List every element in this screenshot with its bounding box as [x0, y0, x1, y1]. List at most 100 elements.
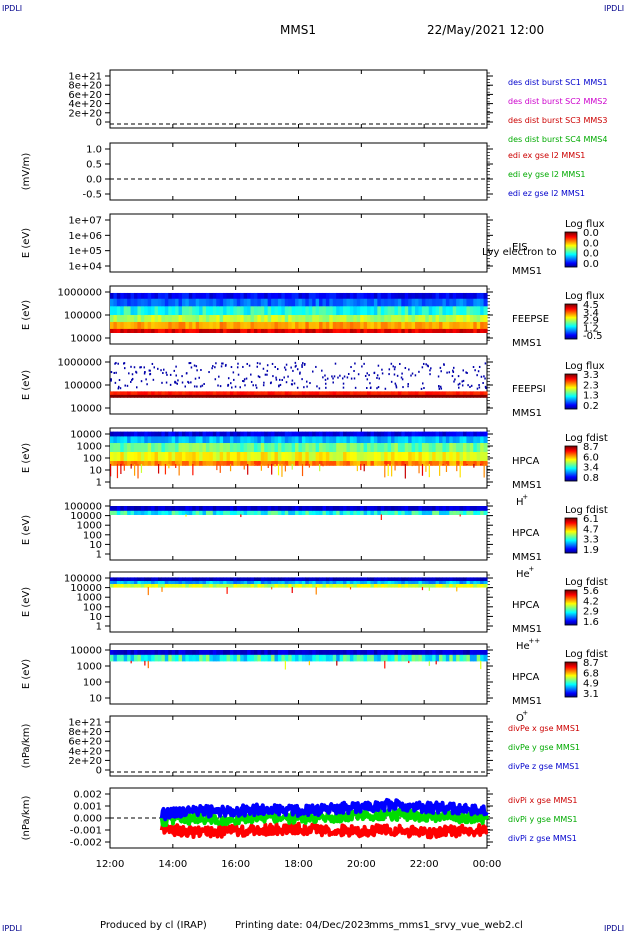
panel-feepse-spectrogram-cell	[195, 321, 200, 330]
panel-hpca_o-spectrogram-cell	[181, 650, 186, 656]
panel-hpca_he-spectrogram-cell	[199, 506, 204, 512]
panel-hpca_h-spectrogram-cell	[178, 431, 183, 437]
panel-feepsi-spectrogram-cell	[271, 394, 276, 398]
panel-feepse-spectrogram-cell	[370, 328, 375, 333]
panel-feepse-spectrogram-cell	[161, 298, 166, 307]
panel-hpca_he-spectrogram-cell	[387, 506, 392, 512]
panel-hpca_he-spectrogram-cell	[428, 506, 433, 512]
panel-hpca_h-spectrogram-cell	[168, 452, 173, 462]
panel-feepse-spectrogram-cell	[229, 321, 234, 330]
panel-feepse-spectrogram-cell	[394, 298, 399, 307]
panel-feepsi-spectrogram-cell	[144, 391, 149, 396]
panel-feepsi-spectrogram-cell	[212, 391, 217, 396]
panel-feepsi-spectrogram-cell	[171, 394, 176, 398]
panel-hpca_o-spectrogram-cell	[336, 654, 341, 662]
panel-hpca_h-spectrogram-cell	[113, 461, 118, 466]
panel-hpca_hepp-spectrogram-cell	[274, 581, 279, 585]
panel-feepse-spectrogram-cell	[476, 328, 481, 333]
panel-hpca_h-spectrogram-cell	[216, 461, 221, 466]
panel-hpca_hepp-spectrogram-cell	[202, 577, 207, 582]
panel-hpca_he-spectrogram-cell	[164, 510, 169, 515]
panel-hpca_h-spectrogram-cell	[157, 436, 163, 444]
panel-feepsi-speckle	[376, 387, 378, 390]
panel-feepse-spectrogram-cell	[223, 306, 228, 316]
panel-hpca_h-spectrogram-cell	[110, 461, 115, 466]
panel-hpca_h-spectrogram-cell	[226, 461, 231, 466]
panel-feepse-spectrogram-cell	[391, 292, 396, 300]
panel-feepsi-spectrogram-cell	[418, 391, 423, 396]
panel-hpca_hepp-spectrogram-cell	[339, 584, 344, 588]
panel-feepse-spectrogram-cell	[480, 315, 485, 323]
panel-feepse-spectrogram-cell	[192, 321, 197, 330]
panel-hpca_hepp-spectrogram-cell	[137, 581, 142, 585]
panel-feepse-spectrogram-cell	[147, 298, 152, 307]
panel-feepsi-spectrogram-cell	[415, 391, 420, 396]
panel-feepse-spectrogram-cell	[202, 306, 207, 316]
panel-hpca_hepp-spectrogram-cell	[435, 584, 440, 588]
panel-hpca_he-spectrogram-cell	[281, 510, 286, 515]
panel-hpca_h-spectrogram-cell	[240, 443, 245, 453]
panel-eis-colorbar-band	[565, 252, 577, 254]
panel-hpca_o-spectrogram-cell	[360, 650, 365, 656]
panel-feepsi-speckle	[222, 362, 224, 365]
panel-hpca_h-spectrogram-cell	[301, 461, 306, 466]
panel-feepsi-ytick-label: 1000000	[57, 358, 102, 369]
panel-hpca_h-spectrogram-cell	[312, 436, 317, 444]
panel-feepsi-speckle	[231, 386, 233, 389]
panel-feepsi-colorbar-band	[565, 392, 577, 394]
panel-hpca_hepp-spectrogram-cell	[305, 581, 310, 585]
panel-hpca_h-spectrogram-cell	[404, 443, 409, 453]
panel-feepse-spectrogram-cell	[370, 321, 375, 330]
panel-hpca_h-spectrogram-cell	[377, 431, 382, 437]
panel-feepse-spectrogram-cell	[164, 306, 169, 316]
panel-feepse-spectrogram-cell	[288, 321, 293, 330]
panel-hpca_h-spectrogram-cell	[192, 436, 197, 444]
panel-hpca_h-spectrogram-cell	[209, 436, 214, 444]
panel-hpca_h-colorbar-band	[565, 467, 577, 469]
panel-hpca_h-spectrogram-cell	[236, 431, 241, 437]
panel-feepsi-spectrogram-cell	[449, 391, 454, 396]
panel-hpca_h-spectrogram-cell	[277, 436, 282, 444]
panel-feepsi-colorbar-band	[565, 385, 577, 387]
panel-feepsi-speckle	[278, 385, 280, 388]
panel-hpca_o-colorbar-band	[565, 666, 577, 668]
panel-hpca_hepp-colorbar-band	[565, 609, 577, 611]
panel-hpca_hepp-spectrogram-cell	[322, 577, 327, 582]
panel-feepsi-colorbar-band	[565, 406, 577, 408]
panel-hpca_h-spectrogram-cell	[219, 452, 224, 462]
panel-feepsi-spectrogram-cell	[319, 394, 324, 398]
panel-feepse-spectrogram-cell	[425, 306, 430, 316]
panel-hpca_h-spectrogram-cell	[473, 443, 478, 453]
panel-feepsi-speckle	[110, 379, 112, 382]
panel-feepse-spectrogram-cell	[346, 328, 351, 333]
panel-hpca_hepp-drip	[147, 587, 149, 596]
panel-hpca_h-spectrogram-cell	[459, 436, 464, 444]
panel-feepsi-speckle	[401, 378, 404, 381]
panel-divpi-ytick-label: -0.002	[70, 838, 102, 849]
panel-hpca_h-spectrogram-cell	[164, 461, 169, 466]
panel-feepse-spectrogram-cell	[178, 298, 183, 307]
panel-feepsi-speckle	[256, 362, 259, 365]
panel-hpca_o-spectrogram-cell	[250, 650, 255, 656]
panel-hpca_h-spectrogram-cell	[209, 443, 214, 453]
panel-hpca_h-spectrogram-cell	[226, 452, 231, 462]
panel-hpca_o-spectrogram-cell	[442, 654, 447, 662]
panel-des-ytick-label: 1e+21	[68, 72, 102, 83]
panel-hpca_h-colorbar-band	[565, 459, 577, 461]
panel-feepse-spectrogram-cell	[315, 315, 320, 323]
panel-hpca_h-spectrogram-cell	[161, 443, 166, 453]
panel-feepse-spectrogram-cell	[219, 315, 224, 323]
panel-hpca_o-spectrogram-cell	[240, 654, 245, 662]
panel-hpca_h-spectrogram-cell	[459, 461, 464, 466]
panel-hpca_he-spectrogram-cell	[380, 506, 385, 512]
panel-feepsi-speckle	[110, 371, 113, 374]
panel-hpca_h-spectrogram-cell	[168, 436, 173, 444]
panel-feepse-spectrogram-cell	[260, 306, 265, 316]
panel-hpca_he-spectrogram-cell	[449, 506, 454, 512]
panel-hpca_he-spectrogram-cell	[202, 506, 207, 512]
panel-hpca_h-spectrogram-cell	[449, 452, 454, 462]
panel-feepse-spectrogram-cell	[113, 321, 118, 330]
panel-feepse-spectrogram-cell	[339, 292, 344, 300]
panel-feepse-spectrogram-cell	[188, 306, 193, 316]
panel-hpca_he-spectrogram-cell	[415, 506, 420, 512]
